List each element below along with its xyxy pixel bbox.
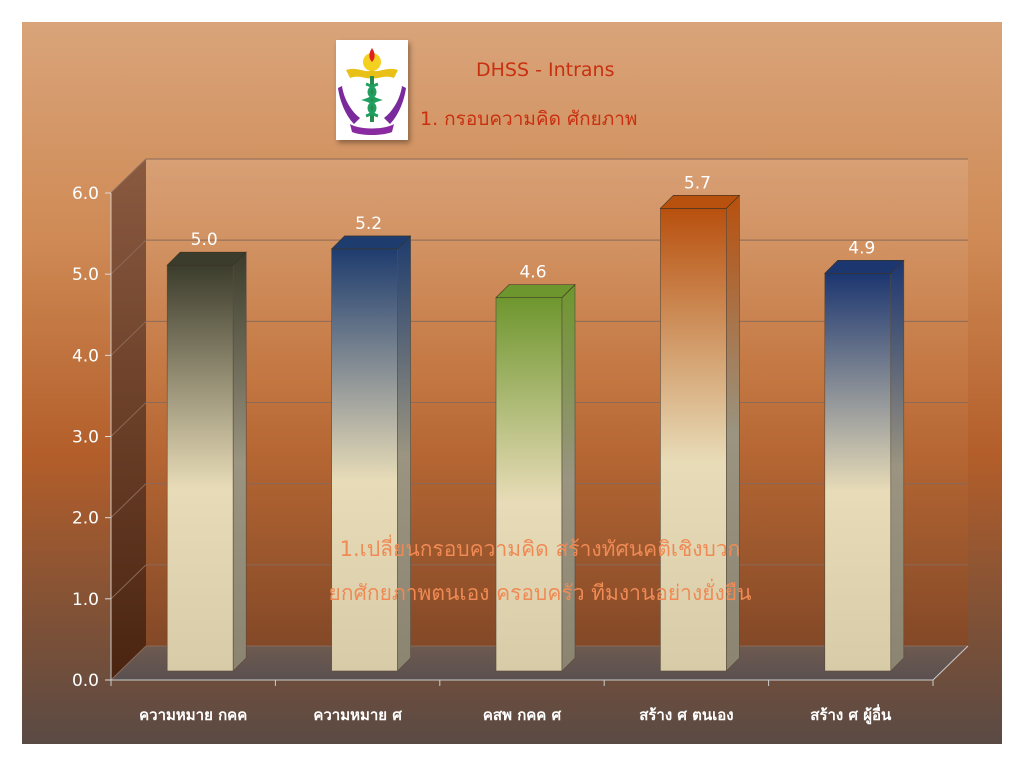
bar <box>166 251 247 672</box>
y-tick-label: 6.0 <box>72 184 99 204</box>
data-label: 4.9 <box>848 238 875 258</box>
gridline-side <box>110 239 147 275</box>
bar <box>659 194 741 672</box>
logo <box>336 40 408 140</box>
y-tick-label: 2.0 <box>72 509 99 529</box>
bar-top <box>824 259 905 274</box>
x-axis: ความหมาย กคค ความหมาย ศ คสพ กคค ศ สร้าง ศ ต… <box>110 645 969 725</box>
x-tick-label: ความหมาย กคค <box>139 706 247 724</box>
bar <box>495 283 576 672</box>
caduceus-emblem-icon <box>338 48 406 135</box>
bar-top <box>166 251 247 266</box>
x-tick-label: คสพ กคค ศ <box>483 706 562 724</box>
gridline-side <box>110 564 147 600</box>
bar <box>330 235 412 672</box>
bar-front <box>495 297 563 672</box>
data-label: 5.0 <box>191 230 218 250</box>
bar-front <box>660 208 727 672</box>
gridline-side <box>110 402 147 437</box>
data-label: 5.2 <box>355 214 382 234</box>
y-tick-label: 5.0 <box>72 265 99 285</box>
y-tick-label: 0.0 <box>72 671 99 691</box>
bar <box>824 259 905 672</box>
x-tick-label: สร้าง ศ ตนเอง <box>639 706 733 724</box>
bar-front <box>166 264 234 672</box>
gridline-side <box>110 158 147 194</box>
y-tick-label: 3.0 <box>72 428 99 448</box>
bar-top <box>495 284 576 298</box>
x-axis-side-line <box>932 645 969 681</box>
y-axis: 0.0 1.0 2.0 3.0 4.0 5.0 6.0 <box>72 184 112 691</box>
chart-title-line-2: 1. กรอบความคิด ศักยภาพ <box>420 108 638 130</box>
data-label: 4.6 <box>519 263 546 283</box>
x-tick-label: สร้าง ศ ผู้อื่น <box>810 704 892 725</box>
bar-top <box>659 195 741 209</box>
data-labels: 5.0 5.2 4.6 5.7 4.9 <box>191 173 876 282</box>
bar-front <box>331 248 398 672</box>
annotation-line-2: ยกศักยภาพตนเอง ครอบครัว ทีมงานอย่างยั่งย… <box>328 581 752 605</box>
data-label: 5.7 <box>684 173 711 193</box>
chart-title-line-1: DHSS - Intrans <box>476 59 615 81</box>
bar-side <box>890 259 905 672</box>
x-tick-label: ความหมาย ศ <box>313 706 402 724</box>
bar-top <box>330 235 412 250</box>
bar-side <box>561 283 576 672</box>
bar-front <box>824 272 892 672</box>
gridline-side <box>110 320 147 356</box>
y-tick-label: 4.0 <box>72 346 99 366</box>
bars <box>166 194 905 672</box>
gridline-side <box>110 645 147 681</box>
annotation-line-1: 1.เปลี่ยนกรอบความคิด สร้างทัศนคติเชิงบวก <box>339 537 741 561</box>
y-tick-label: 1.0 <box>72 590 99 610</box>
gridline-side <box>110 483 147 519</box>
